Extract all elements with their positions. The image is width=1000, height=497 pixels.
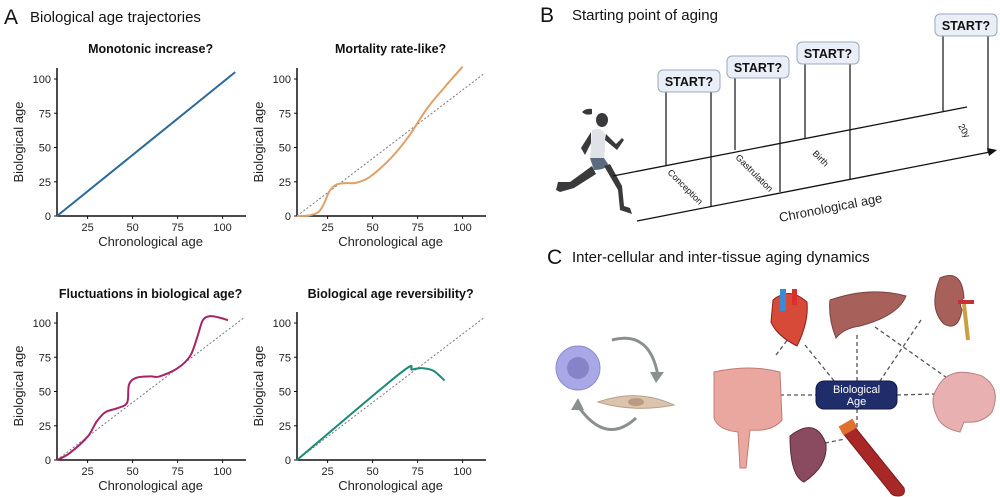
x-tick-label: 50 <box>366 222 378 234</box>
y-axis-label: Biological age <box>251 346 266 427</box>
center-label-line1: Biological <box>833 384 880 396</box>
center-label-line2: Age <box>847 396 867 408</box>
y-tick-label: 75 <box>39 352 51 364</box>
chart-2: Mortality rate-like? 25 50 75 100 0 25 50 75 100 C… <box>251 42 486 249</box>
biological-age-node <box>815 380 898 410</box>
y-tick-label: 25 <box>39 177 51 189</box>
y-axis-label: Biological age <box>251 102 266 183</box>
stage-gastrulation: Gastrulation <box>734 152 775 193</box>
start-box <box>796 41 860 65</box>
panel-c-letter: C <box>547 246 562 269</box>
reference-line <box>296 317 485 461</box>
chart-title: Fluctuations in biological age? <box>59 287 242 301</box>
x-tick-label: 100 <box>213 466 231 478</box>
x-axis-label: Chronological age <box>338 478 443 493</box>
x-tick-label: 50 <box>126 466 138 478</box>
runner-icon <box>556 108 632 214</box>
start-box <box>934 13 998 37</box>
panel-a-letter: A <box>4 6 18 29</box>
x-tick-label: 25 <box>321 466 333 478</box>
start-box <box>657 69 721 93</box>
chart-3: Fluctuations in biological age? 25 50 75 100… <box>11 287 246 493</box>
charts-group: Monotonic increase? 25 50 75 100 0 25 50 75 100 Ch… <box>11 42 486 493</box>
y-tick-label: 50 <box>39 387 51 399</box>
heart-icon <box>770 289 808 347</box>
x-tick-label: 100 <box>213 222 231 234</box>
cycle-arrow-icon <box>576 405 638 431</box>
liver-icon <box>829 291 907 339</box>
panel-b: B Starting point of aging START? START? ST… <box>540 4 998 225</box>
y-axis-label: Biological age <box>11 346 26 427</box>
chart-1: Monotonic increase? 25 50 75 100 0 25 50 75 100 Ch… <box>11 42 246 249</box>
blood-tube-icon <box>838 418 905 497</box>
immune-cell-icon <box>555 345 601 391</box>
arrow-head-icon <box>987 148 997 156</box>
series-line <box>296 66 464 217</box>
x-tick-label: 100 <box>453 466 471 478</box>
y-tick-label: 100 <box>273 74 291 86</box>
y-tick-label: 0 <box>45 211 51 223</box>
panel-c: C Inter-cellular and inter-tissue aging … <box>547 246 996 497</box>
y-tick-label: 25 <box>39 421 51 433</box>
panel-a-title: Biological age trajectories <box>30 9 201 26</box>
chart-title: Biological age reversibility? <box>308 287 474 301</box>
chart-title: Mortality rate-like? <box>335 42 446 56</box>
series-line <box>56 315 229 461</box>
spleen-icon <box>789 427 827 483</box>
x-tick-label: 75 <box>171 466 183 478</box>
brain-icon <box>932 371 996 433</box>
panel-b-letter: B <box>540 4 554 27</box>
start-label: START? <box>665 75 713 89</box>
y-tick-label: 0 <box>285 211 291 223</box>
y-tick-label: 75 <box>279 108 291 120</box>
stage-20y: 20y <box>956 122 972 140</box>
x-tick-label: 25 <box>321 222 333 234</box>
chart-title: Monotonic increase? <box>88 42 213 56</box>
y-tick-label: 100 <box>273 318 291 330</box>
y-tick-label: 50 <box>279 143 291 155</box>
b-axis-label: Chronological age <box>778 190 884 225</box>
intestine-icon <box>713 367 783 469</box>
x-axis-label: Chronological age <box>338 234 443 249</box>
y-tick-label: 25 <box>279 177 291 189</box>
chart-4: Biological age reversibility? 25 50 75 100 0 2… <box>251 287 486 493</box>
series-line <box>56 71 236 217</box>
y-tick-label: 50 <box>279 387 291 399</box>
x-tick-label: 50 <box>126 222 138 234</box>
y-tick-label: 100 <box>33 318 51 330</box>
reference-line <box>296 73 485 217</box>
x-tick-label: 75 <box>171 222 183 234</box>
kidney-icon <box>934 275 974 341</box>
reference-line <box>56 317 245 461</box>
y-tick-label: 75 <box>39 108 51 120</box>
y-tick-label: 75 <box>279 352 291 364</box>
x-tick-label: 25 <box>81 466 93 478</box>
x-tick-label: 100 <box>453 222 471 234</box>
y-tick-label: 0 <box>285 455 291 467</box>
series-line <box>296 365 446 461</box>
y-axis-label: Biological age <box>11 102 26 183</box>
panel-c-title: Inter-cellular and inter-tissue aging dy… <box>572 249 870 266</box>
y-tick-label: 25 <box>279 421 291 433</box>
x-axis-label: Chronological age <box>98 234 203 249</box>
x-axis-label: Chronological age <box>98 478 203 493</box>
x-tick-label: 75 <box>411 466 423 478</box>
cycle-arrow-icon <box>611 336 660 377</box>
y-tick-label: 0 <box>45 455 51 467</box>
y-tick-label: 50 <box>39 143 51 155</box>
x-tick-label: 25 <box>81 222 93 234</box>
x-tick-label: 50 <box>366 466 378 478</box>
start-label: START? <box>734 61 782 75</box>
stage-conception: Conception <box>666 167 705 206</box>
chronological-axis <box>636 151 991 222</box>
stage-birth: Birth <box>811 148 831 168</box>
fibroblast-icon <box>596 395 676 409</box>
start-label: START? <box>804 47 852 61</box>
start-label: START? <box>942 19 990 33</box>
x-tick-label: 75 <box>411 222 423 234</box>
start-box <box>726 55 790 79</box>
panel-b-title: Starting point of aging <box>572 7 718 24</box>
y-tick-label: 100 <box>33 74 51 86</box>
